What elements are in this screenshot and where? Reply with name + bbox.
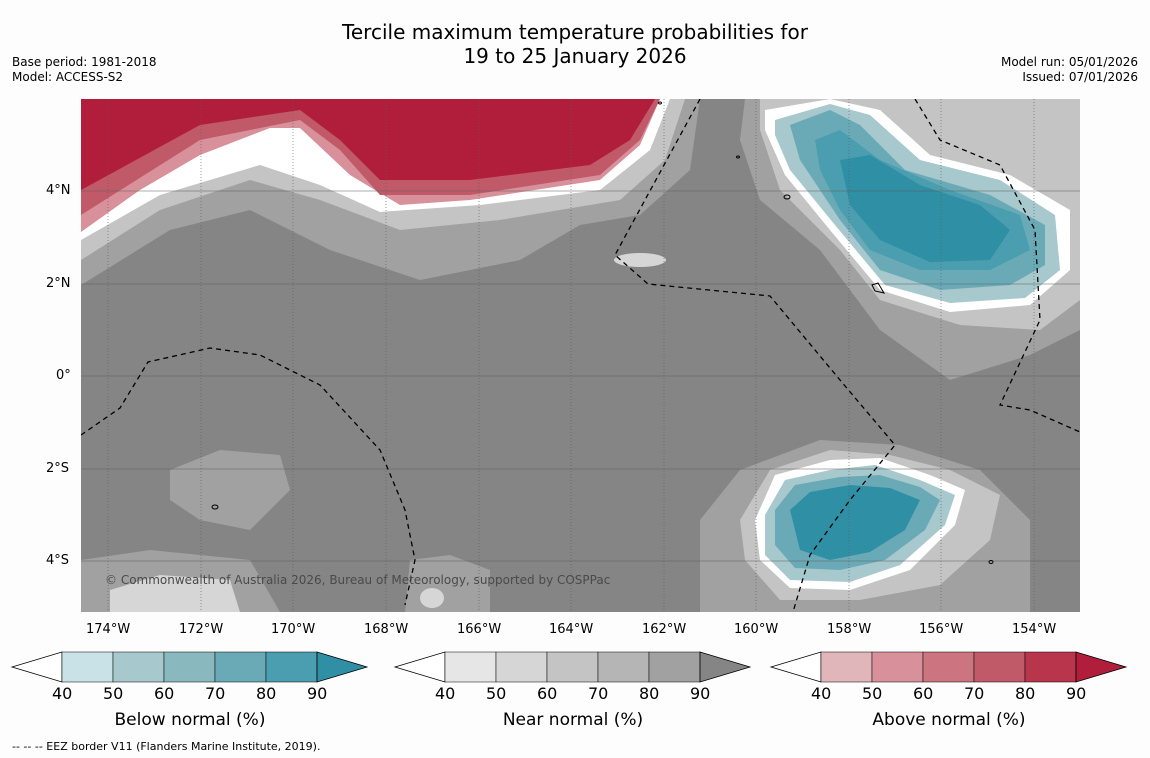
above-label-40: 40 [811, 684, 832, 703]
x-tick-164w: 164°W [549, 622, 594, 637]
above-normal-title: Above normal (%) [872, 710, 1026, 730]
below-label-60: 60 [154, 684, 175, 703]
below-label-80: 80 [256, 684, 277, 703]
model-name: Model: ACCESS-S2 [12, 70, 124, 84]
above-label-80: 80 [1015, 684, 1036, 703]
map-shading [81, 99, 1080, 612]
near-label-60: 60 [537, 684, 558, 703]
near-label-50: 50 [486, 684, 507, 703]
y-tick-2n: 2°N [46, 276, 71, 291]
x-tick-158w: 158°W [827, 622, 872, 637]
islands [211, 101, 994, 564]
near-normal-title: Near normal (%) [502, 710, 644, 730]
near-label-90: 90 [690, 684, 711, 703]
x-tick-162w: 162°W [642, 622, 687, 637]
grid-lines [81, 99, 1080, 612]
x-tick-170w: 170°W [271, 622, 316, 637]
below-normal-colorbar [10, 651, 369, 683]
title-line-1: Tercile maximum temperature probabilitie… [342, 20, 808, 44]
model-run: Model run: 05/01/2026 [1000, 55, 1138, 69]
x-tick-166w: 166°W [457, 622, 502, 637]
x-tick-154w: 154°W [1012, 622, 1057, 637]
y-tick-2s: 2°S [46, 461, 70, 476]
near-label-70: 70 [588, 684, 609, 703]
below-label-90: 90 [307, 684, 328, 703]
eez-footnote: -- -- -- EEZ border V11 (Flanders Marine… [12, 740, 321, 753]
above-label-60: 60 [913, 684, 934, 703]
below-normal-title: Below normal (%) [114, 710, 266, 730]
above-label-90: 90 [1066, 684, 1087, 703]
near-normal-colorbar [393, 651, 752, 683]
eez-borders [81, 99, 1080, 612]
copyright-notice: © Commonwealth of Australia 2026, Bureau… [105, 573, 610, 587]
issued-date: Issued: 07/01/2026 [1022, 70, 1138, 84]
x-tick-172w: 172°W [179, 622, 224, 637]
probability-map: © Commonwealth of Australia 2026, Bureau… [81, 99, 1080, 612]
y-tick-4s: 4°S [46, 553, 70, 568]
x-tick-168w: 168°W [364, 622, 409, 637]
y-tick-4n: 4°N [46, 183, 71, 198]
below-label-40: 40 [52, 684, 73, 703]
y-tick-0: 0° [56, 368, 71, 383]
above-label-50: 50 [862, 684, 883, 703]
above-normal-colorbar [769, 651, 1128, 683]
x-tick-160w: 160°W [734, 622, 779, 637]
below-label-70: 70 [205, 684, 226, 703]
above-label-70: 70 [964, 684, 985, 703]
base-period: Base period: 1981-2018 [12, 55, 157, 69]
near-label-40: 40 [435, 684, 456, 703]
near-label-80: 80 [639, 684, 660, 703]
x-tick-156w: 156°W [919, 622, 964, 637]
title-line-2: 19 to 25 January 2026 [463, 44, 687, 68]
x-tick-174w: 174°W [86, 622, 131, 637]
below-label-50: 50 [103, 684, 124, 703]
